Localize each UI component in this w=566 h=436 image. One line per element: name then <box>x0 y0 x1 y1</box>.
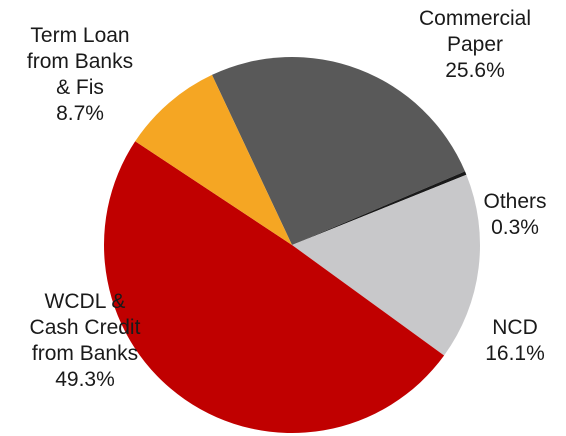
label-term-loan-value: 8.7% <box>56 102 104 125</box>
pie-slices <box>104 57 480 433</box>
label-term-loan-line-1: Term Loan <box>30 24 130 47</box>
label-ncd-line-1: NCD <box>492 316 538 339</box>
label-term-loan: Term Loan from Banks & Fis 8.7% <box>10 23 150 127</box>
label-ncd: NCD 16.1% <box>470 315 560 367</box>
label-commercial-paper-value: 25.6% <box>445 59 505 82</box>
slice-term-loan <box>135 74 292 245</box>
label-others-line-1: Others <box>483 190 547 213</box>
label-wcdl-line-2: Cash Credit <box>29 316 141 339</box>
label-term-loan-line-2: from Banks <box>26 50 134 73</box>
label-wcdl-line-1: WCDL & <box>44 290 126 313</box>
label-wcdl: WCDL & Cash Credit from Banks 49.3% <box>5 289 165 393</box>
label-commercial-paper-line-1: Commercial <box>418 7 531 30</box>
label-commercial-paper: Commercial Paper 25.6% <box>400 6 550 84</box>
slice-others <box>292 171 467 245</box>
slice-wcdl <box>104 141 445 433</box>
slice-commercial-paper <box>211 57 466 245</box>
label-others-value: 0.3% <box>491 216 539 239</box>
slice-ncd <box>292 174 480 356</box>
label-wcdl-value: 49.3% <box>55 368 115 391</box>
label-commercial-paper-line-2: Paper <box>446 33 504 56</box>
label-term-loan-line-3: & Fis <box>56 76 104 99</box>
label-others: Others 0.3% <box>470 189 560 241</box>
label-wcdl-line-3: from Banks <box>31 342 139 365</box>
label-ncd-value: 16.1% <box>485 342 545 365</box>
